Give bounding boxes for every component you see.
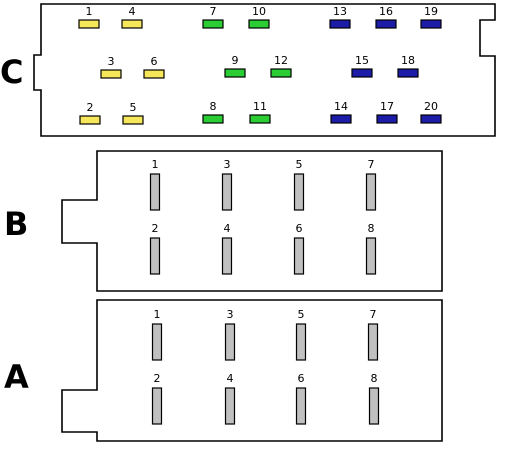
connector-b-pins: 1 3 5 7 2 4 6 8 xyxy=(149,158,377,275)
connector-b-pin-2 xyxy=(149,237,161,275)
connector-a-pin-4 xyxy=(224,387,236,425)
connector-c-pin-4-label: 4 xyxy=(129,5,136,18)
connector-c-pin-4 xyxy=(121,19,143,29)
connector-a-pin-8-label: 8 xyxy=(371,372,378,385)
connector-c-pin-7 xyxy=(202,19,224,29)
connector-b-pin-6-label: 6 xyxy=(296,222,303,235)
connector-c-label: C xyxy=(0,53,23,91)
connector-c-pin-6 xyxy=(143,69,165,79)
connector-c-pin-3-label: 3 xyxy=(108,55,115,68)
connector-c-pin-19-label: 19 xyxy=(424,5,438,18)
connector-a-label: A xyxy=(4,358,29,396)
connector-b-pin-8-label: 8 xyxy=(368,222,375,235)
connector-c-pin-5-label: 5 xyxy=(130,101,137,114)
connector-c-pin-5 xyxy=(122,115,144,125)
connector-c-pin-20 xyxy=(420,114,442,124)
connector-a-pin-2-label: 2 xyxy=(154,372,161,385)
connector-c-pin-11-label: 11 xyxy=(253,100,267,113)
connector-b: B 1 3 5 7 2 4 6 8 xyxy=(4,150,443,292)
connector-b-pin-7-label: 7 xyxy=(368,158,375,171)
connector-c-pin-17 xyxy=(376,114,398,124)
connector-b-label: B xyxy=(4,205,28,243)
connector-c-pin-6-label: 6 xyxy=(151,55,158,68)
connector-c-pin-3 xyxy=(100,69,122,79)
connector-c-pin-20-label: 20 xyxy=(424,100,438,113)
connector-a-pin-1 xyxy=(151,323,163,361)
connector-a-pin-5 xyxy=(295,323,307,361)
connector-b-pin-5-label: 5 xyxy=(296,158,303,171)
connector-b-pin-8 xyxy=(365,237,377,275)
connector-c-pin-10-label: 10 xyxy=(252,5,266,18)
connector-c-pin-10 xyxy=(248,19,270,29)
connector-a-pin-4-label: 4 xyxy=(227,372,234,385)
connector-b-pin-3-label: 3 xyxy=(224,158,231,171)
connector-c-pin-19 xyxy=(420,19,442,29)
connector-a: A 1 3 5 7 2 4 6 8 xyxy=(4,299,443,442)
connector-a-pin-6-label: 6 xyxy=(298,372,305,385)
connector-b-housing xyxy=(61,150,443,292)
connector-c-pin-13-label: 13 xyxy=(333,5,347,18)
connector-a-pin-8 xyxy=(368,387,380,425)
connector-b-pin-1-label: 1 xyxy=(152,158,159,171)
connector-c-pin-18 xyxy=(397,68,419,78)
connector-c-pin-14-label: 14 xyxy=(334,100,348,113)
connector-c-pin-14 xyxy=(330,114,352,124)
connector-a-pin-2 xyxy=(151,387,163,425)
connector-c-pin-16-label: 16 xyxy=(379,5,393,18)
connector-c-pin-2-label: 2 xyxy=(87,101,94,114)
connector-c-pin-8-label: 8 xyxy=(210,100,217,113)
connector-c-pin-9 xyxy=(224,68,246,78)
connector-c-pin-17-label: 17 xyxy=(380,100,394,113)
connector-b-pin-3 xyxy=(221,173,233,211)
connector-c-pin-8 xyxy=(202,114,224,124)
connector-a-housing xyxy=(61,299,443,442)
connector-c-pin-13 xyxy=(329,19,351,29)
connector-c-pin-11 xyxy=(249,114,271,124)
connector-c-pin-15-label: 15 xyxy=(355,54,369,67)
connector-c-pin-1-label: 1 xyxy=(86,5,93,18)
connector-b-pin-2-label: 2 xyxy=(152,222,159,235)
connector-c-pin-2 xyxy=(79,115,101,125)
connector-c-housing xyxy=(33,3,496,137)
connector-c-pin-15 xyxy=(351,68,373,78)
connector-a-pin-7 xyxy=(367,323,379,361)
connector-b-pin-4 xyxy=(221,237,233,275)
connector-c-pin-12 xyxy=(270,68,292,78)
connector-a-pin-7-label: 7 xyxy=(370,308,377,321)
connector-c-pin-18-label: 18 xyxy=(401,54,415,67)
connector-c-pin-9-label: 9 xyxy=(232,54,239,67)
connector-c-pin-12-label: 12 xyxy=(274,54,288,67)
connector-a-pin-1-label: 1 xyxy=(154,308,161,321)
connector-c-pin-1 xyxy=(78,19,100,29)
connector-a-pin-5-label: 5 xyxy=(298,308,305,321)
connector-c-pin-16 xyxy=(375,19,397,29)
connector-b-pin-4-label: 4 xyxy=(224,222,231,235)
connector-c-pin-7-label: 7 xyxy=(210,5,217,18)
connector-a-pin-3 xyxy=(224,323,236,361)
connector-a-pin-6 xyxy=(295,387,307,425)
connector-b-pin-5 xyxy=(293,173,305,211)
connector-b-pin-6 xyxy=(293,237,305,275)
connector-a-pin-3-label: 3 xyxy=(227,308,234,321)
connector-b-pin-1 xyxy=(149,173,161,211)
connector-a-pins: 1 3 5 7 2 4 6 8 xyxy=(151,308,380,425)
connector-b-pin-7 xyxy=(365,173,377,211)
